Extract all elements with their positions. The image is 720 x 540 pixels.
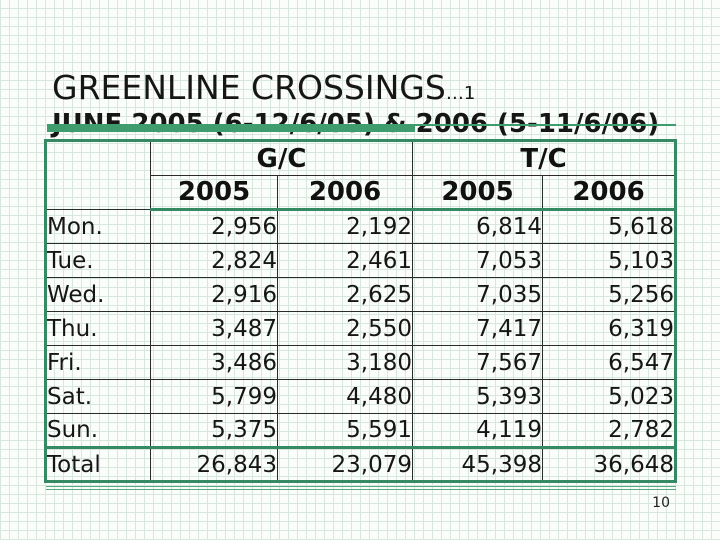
footer-rule-top bbox=[46, 486, 676, 487]
table-row: Sun. 5,375 5,591 4,119 2,782 bbox=[45, 413, 677, 448]
day-label: Mon. bbox=[45, 209, 151, 244]
table-total-row: Total 26,843 23,079 45,398 36,648 bbox=[45, 446, 677, 482]
value-cell: 5,618 bbox=[542, 209, 677, 244]
total-value-cell: 36,648 bbox=[542, 446, 677, 482]
total-value-cell: 45,398 bbox=[412, 446, 544, 482]
total-label: Total bbox=[45, 446, 151, 482]
page-title-suffix: …1 bbox=[445, 83, 476, 105]
value-cell: 2,956 bbox=[150, 209, 278, 244]
value-cell: 7,053 bbox=[412, 243, 544, 278]
table-group-header-row: G/C T/C bbox=[45, 140, 677, 210]
page-number: 10 bbox=[652, 495, 670, 511]
value-cell: 7,567 bbox=[412, 345, 544, 380]
value-cell: 6,814 bbox=[412, 209, 544, 244]
year-header: 2005 bbox=[412, 175, 544, 211]
table-row: Thu. 3,487 2,550 7,417 6,319 bbox=[45, 311, 677, 346]
value-cell: 5,256 bbox=[542, 277, 677, 312]
group-header-tc: T/C bbox=[412, 140, 677, 176]
value-cell: 3,486 bbox=[150, 345, 278, 380]
value-cell: 2,192 bbox=[276, 209, 414, 244]
value-cell: 2,824 bbox=[150, 243, 278, 278]
year-header: 2006 bbox=[276, 175, 414, 211]
corner-cell bbox=[45, 140, 151, 210]
day-label: Sun. bbox=[45, 413, 151, 448]
value-cell: 6,319 bbox=[542, 311, 677, 346]
value-cell: 7,035 bbox=[412, 277, 544, 312]
total-value-cell: 26,843 bbox=[150, 446, 278, 482]
table-row: Tue. 2,824 2,461 7,053 5,103 bbox=[45, 243, 677, 278]
value-cell: 5,393 bbox=[412, 379, 544, 414]
value-cell: 5,023 bbox=[542, 379, 677, 414]
day-label: Fri. bbox=[45, 345, 151, 380]
footer-rule-bottom bbox=[46, 489, 676, 490]
table-row: Wed. 2,916 2,625 7,035 5,256 bbox=[45, 277, 677, 312]
day-label: Thu. bbox=[45, 311, 151, 346]
total-value-cell: 23,079 bbox=[276, 446, 414, 482]
accent-bar-thin bbox=[415, 124, 676, 126]
value-cell: 5,375 bbox=[150, 413, 278, 448]
group-header-gc: G/C bbox=[149, 140, 414, 176]
value-cell: 2,550 bbox=[276, 311, 414, 346]
value-cell: 2,625 bbox=[276, 277, 414, 312]
crossings-table: G/C T/C 2005 2006 2005 2006 Mon. 2,956 2… bbox=[44, 139, 678, 483]
page-title-text: GREENLINE CROSSINGS bbox=[52, 68, 446, 108]
table-year-header-row: 2005 2006 2005 2006 bbox=[46, 175, 677, 211]
value-cell: 4,119 bbox=[412, 413, 544, 448]
value-cell: 4,480 bbox=[276, 379, 414, 414]
page-title: GREENLINE CROSSINGS…1 bbox=[52, 68, 475, 107]
day-label: Wed. bbox=[45, 277, 151, 312]
value-cell: 2,461 bbox=[276, 243, 414, 278]
value-cell: 5,799 bbox=[150, 379, 278, 414]
accent-bar-thick bbox=[47, 124, 415, 132]
year-header: 2005 bbox=[150, 175, 278, 211]
value-cell: 3,180 bbox=[276, 345, 414, 380]
value-cell: 5,103 bbox=[542, 243, 677, 278]
table-row: Mon. 2,956 2,192 6,814 5,618 bbox=[45, 209, 677, 244]
value-cell: 2,782 bbox=[542, 413, 677, 448]
day-label: Sat. bbox=[45, 379, 151, 414]
table-row: Sat. 5,799 4,480 5,393 5,023 bbox=[45, 379, 677, 414]
value-cell: 7,417 bbox=[412, 311, 544, 346]
day-label: Tue. bbox=[45, 243, 151, 278]
table-row: Fri. 3,486 3,180 7,567 6,547 bbox=[45, 345, 677, 380]
value-cell: 6,547 bbox=[542, 345, 677, 380]
value-cell: 3,487 bbox=[150, 311, 278, 346]
value-cell: 5,591 bbox=[276, 413, 414, 448]
value-cell: 2,916 bbox=[150, 277, 278, 312]
page-subtitle: JUNE 2005 (6-12/6/05) & 2006 (5-11/6/06) bbox=[52, 108, 660, 139]
year-header: 2006 bbox=[542, 175, 677, 211]
